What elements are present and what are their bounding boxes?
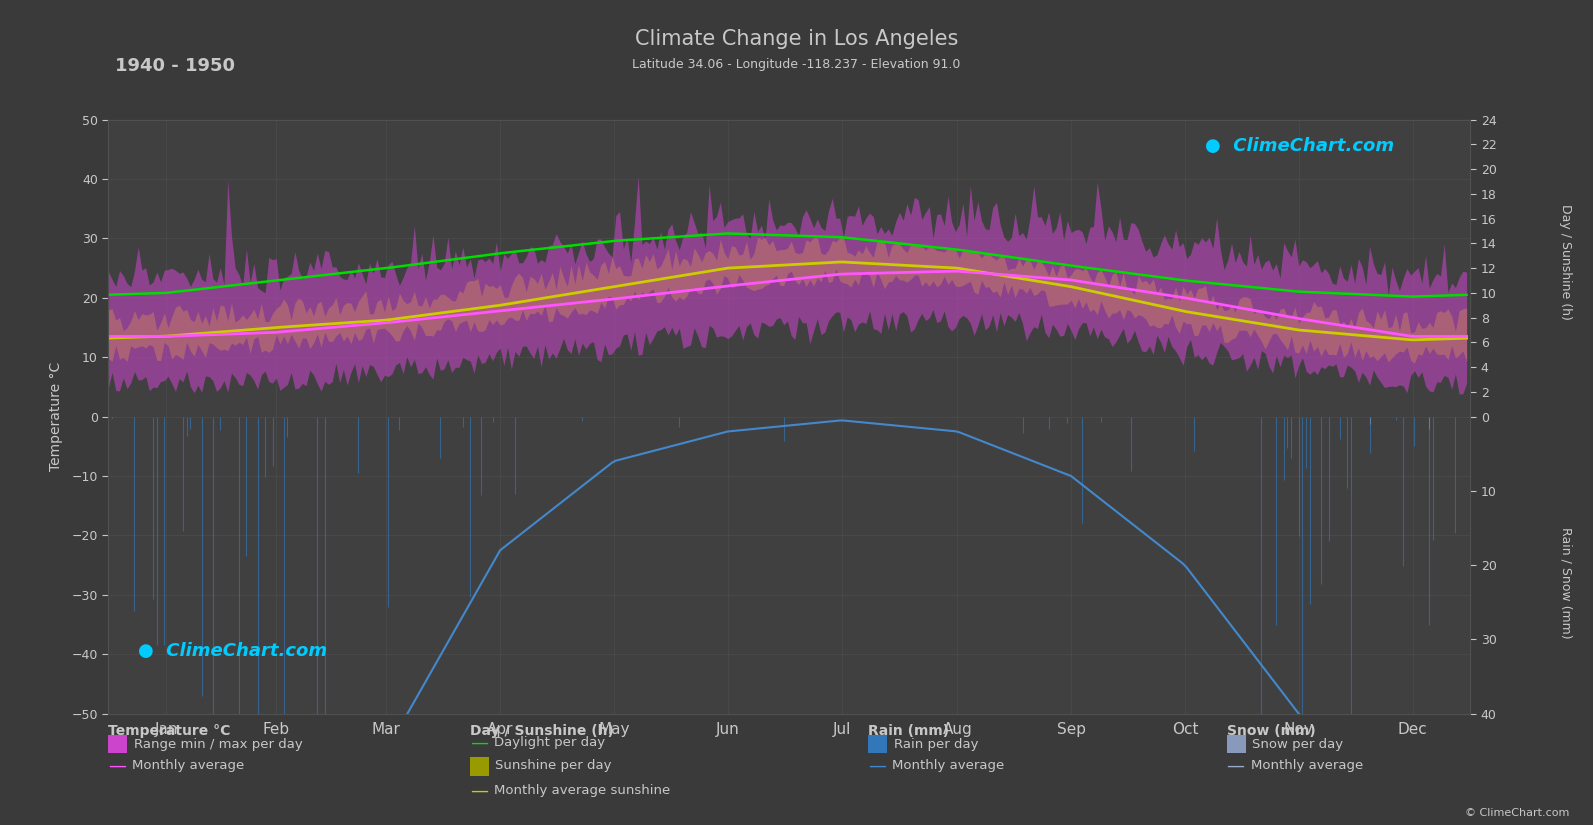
Text: Range min / max per day: Range min / max per day bbox=[134, 738, 303, 751]
Y-axis label: Temperature °C: Temperature °C bbox=[49, 362, 64, 471]
Text: Snow per day: Snow per day bbox=[1252, 738, 1343, 751]
Text: Monthly average: Monthly average bbox=[1251, 759, 1362, 772]
Text: ●  ClimeChart.com: ● ClimeChart.com bbox=[139, 643, 328, 660]
Text: —: — bbox=[108, 757, 126, 775]
Text: Rain / Snow (mm): Rain / Snow (mm) bbox=[1560, 527, 1572, 639]
Text: Monthly average: Monthly average bbox=[132, 759, 244, 772]
Text: Rain (mm): Rain (mm) bbox=[868, 724, 949, 738]
Text: ●  ClimeChart.com: ● ClimeChart.com bbox=[1204, 138, 1394, 155]
Text: Day / Sunshine (h): Day / Sunshine (h) bbox=[1560, 205, 1572, 320]
Text: —: — bbox=[470, 781, 487, 799]
Text: Daylight per day: Daylight per day bbox=[494, 736, 605, 749]
Text: Monthly average sunshine: Monthly average sunshine bbox=[494, 784, 671, 797]
Text: Monthly average: Monthly average bbox=[892, 759, 1004, 772]
Text: Day / Sunshine (h): Day / Sunshine (h) bbox=[470, 724, 613, 738]
Text: Sunshine per day: Sunshine per day bbox=[495, 759, 612, 772]
Text: Climate Change in Los Angeles: Climate Change in Los Angeles bbox=[636, 29, 957, 49]
Text: © ClimeChart.com: © ClimeChart.com bbox=[1464, 808, 1569, 818]
Text: —: — bbox=[1227, 757, 1244, 775]
Text: Latitude 34.06 - Longitude -118.237 - Elevation 91.0: Latitude 34.06 - Longitude -118.237 - El… bbox=[632, 58, 961, 71]
Text: —: — bbox=[868, 757, 886, 775]
Text: —: — bbox=[470, 733, 487, 752]
Text: Rain per day: Rain per day bbox=[894, 738, 978, 751]
Text: Snow (mm): Snow (mm) bbox=[1227, 724, 1316, 738]
Text: Temperature °C: Temperature °C bbox=[108, 724, 231, 738]
Text: 1940 - 1950: 1940 - 1950 bbox=[115, 57, 236, 75]
